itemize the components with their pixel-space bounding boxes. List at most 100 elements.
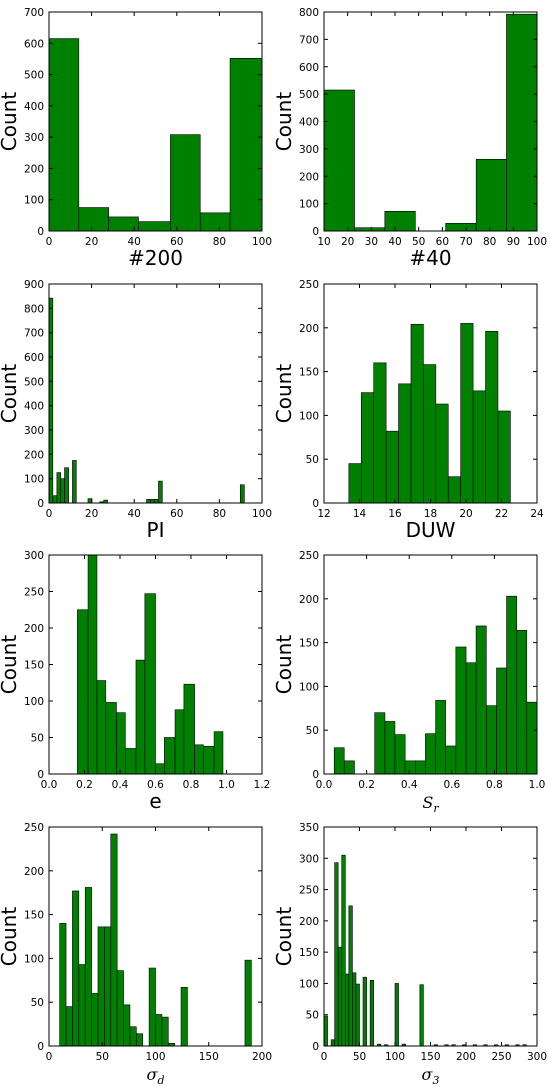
histogram-bar [410, 323, 424, 504]
histogram-bar [348, 463, 362, 504]
y-tick-label: 100 [24, 953, 44, 965]
histogram-bar [146, 499, 151, 504]
histogram-bar [97, 926, 105, 1047]
histogram-bar [369, 979, 374, 1047]
plot-frame [48, 11, 263, 232]
histogram-bar [360, 392, 374, 504]
x-tick-label: 0.8 [183, 779, 200, 791]
x-axis-label: σd [147, 1065, 165, 1087]
y-tick-label: 150 [299, 947, 319, 959]
y-tick-label: 0 [312, 226, 319, 238]
histogram-bar [229, 57, 263, 232]
histogram-bar [213, 731, 224, 775]
y-tick-label: 200 [299, 594, 319, 606]
x-tick-label: 1.0 [529, 779, 546, 791]
histogram-bar [116, 712, 126, 775]
histogram-bar [105, 702, 117, 775]
y-tick-label: 400 [24, 401, 44, 413]
x-tick-label: 12 [317, 508, 330, 520]
y-tick-label: 500 [24, 376, 44, 388]
histogram-bar [48, 297, 54, 504]
histogram-bar [472, 390, 486, 504]
y-tick-label: 200 [299, 323, 319, 335]
histogram-bar [415, 760, 426, 775]
histogram-bar [125, 748, 137, 775]
y-tick-label: 250 [299, 885, 319, 897]
x-tick-label: 250 [491, 1051, 511, 1063]
histogram-bar [419, 984, 424, 1047]
histogram-bar [180, 987, 188, 1047]
x-tick-label: 100 [145, 1051, 165, 1063]
y-tick-label: 50 [306, 454, 319, 466]
x-tick-label: 24 [530, 508, 544, 520]
histogram-bar [404, 760, 416, 775]
y-tick-label: 400 [299, 117, 319, 129]
histogram-bar [435, 403, 449, 504]
x-tick-label: 0.6 [147, 779, 164, 791]
x-tick-label: 0 [46, 508, 53, 520]
x-tick-label: 80 [213, 236, 226, 248]
histogram-bar [104, 926, 112, 1047]
histogram-panel-3: 0 20 40 60 80 100 0 100 200 300 400 500 600 700 800 900… [0, 279, 272, 542]
y-tick-label: 400 [24, 101, 44, 113]
y-tick-label: 300 [24, 550, 44, 562]
x-tick-label: 200 [456, 1051, 476, 1063]
histogram-panel-8: 0 50 100 150 200 250 300 0 50 100 150 200 250 300 350 C… [272, 822, 547, 1087]
histogram-bar [144, 593, 156, 775]
x-tick-label: 300 [527, 1051, 547, 1063]
y-tick-label: 500 [299, 89, 319, 101]
x-tick-label: 40 [128, 508, 141, 520]
x-axis-label: DUW [406, 518, 456, 542]
y-tick-label: 0 [37, 498, 44, 510]
y-tick-label: 700 [24, 328, 44, 340]
histogram-bar [445, 223, 477, 232]
x-tick-label: 70 [459, 236, 472, 248]
x-tick-label: 0 [321, 1051, 328, 1063]
x-tick-label: 100 [527, 236, 547, 248]
histogram-bar [475, 158, 507, 232]
histogram-bar [194, 744, 204, 775]
histogram-bar [516, 630, 528, 775]
histogram-bar [475, 625, 487, 775]
histogram-bar [384, 721, 396, 775]
histogram-bar [77, 609, 89, 775]
histogram-bar [96, 680, 107, 775]
y-tick-label: 150 [24, 660, 44, 672]
histogram-bar [352, 972, 357, 1047]
y-axis-label: Count [0, 635, 21, 695]
x-tick-label: 40 [388, 236, 401, 248]
histogram-bar [445, 745, 457, 775]
y-tick-label: 100 [24, 195, 44, 207]
histogram-bar [239, 484, 245, 504]
x-axis-label: #40 [409, 246, 451, 270]
histogram-bar [116, 970, 124, 1047]
histogram-bar [385, 430, 399, 504]
x-tick-label: 100 [252, 236, 272, 248]
histogram-bar [323, 89, 355, 232]
x-tick-label: 150 [199, 1051, 219, 1063]
histogram-bar [455, 646, 467, 775]
x-tick-label: 50 [412, 236, 425, 248]
histogram-bar [78, 964, 86, 1047]
y-tick-label: 250 [24, 822, 44, 834]
x-tick-label: 0.8 [486, 779, 503, 791]
histogram-bar [423, 364, 437, 504]
y-axis-label: Count [0, 364, 21, 424]
y-tick-label: 600 [24, 352, 44, 364]
y-tick-label: 200 [24, 866, 44, 878]
x-tick-label: 20 [459, 508, 472, 520]
histogram-bar [72, 890, 80, 1047]
y-tick-label: 200 [24, 449, 44, 461]
histogram-bar [84, 887, 92, 1047]
x-tick-label: 60 [170, 508, 183, 520]
histogram-bar [136, 1033, 144, 1047]
histogram-bar [78, 207, 109, 232]
y-axis-label: Count [0, 907, 21, 967]
y-tick-label: 300 [24, 425, 44, 437]
histogram-bar [148, 967, 156, 1047]
x-tick-label: 60 [436, 236, 449, 248]
y-tick-label: 200 [24, 623, 44, 635]
histogram-bar [150, 499, 155, 504]
x-tick-label: 0.4 [112, 779, 129, 791]
